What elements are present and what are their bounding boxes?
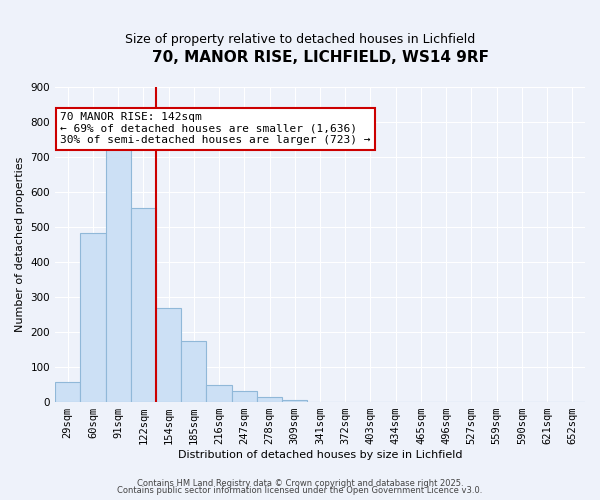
Title: 70, MANOR RISE, LICHFIELD, WS14 9RF: 70, MANOR RISE, LICHFIELD, WS14 9RF xyxy=(152,50,488,65)
Text: Contains public sector information licensed under the Open Government Licence v3: Contains public sector information licen… xyxy=(118,486,482,495)
Bar xyxy=(206,386,232,402)
Text: Contains HM Land Registry data © Crown copyright and database right 2025.: Contains HM Land Registry data © Crown c… xyxy=(137,478,463,488)
Bar xyxy=(257,397,282,402)
Bar xyxy=(181,341,206,402)
Text: 70 MANOR RISE: 142sqm
← 69% of detached houses are smaller (1,636)
30% of semi-d: 70 MANOR RISE: 142sqm ← 69% of detached … xyxy=(61,112,371,146)
X-axis label: Distribution of detached houses by size in Lichfield: Distribution of detached houses by size … xyxy=(178,450,462,460)
Bar xyxy=(80,233,106,402)
Bar xyxy=(55,382,80,402)
Y-axis label: Number of detached properties: Number of detached properties xyxy=(15,157,25,332)
Bar xyxy=(131,208,156,402)
Bar xyxy=(156,308,181,402)
Bar xyxy=(282,400,307,402)
Bar xyxy=(106,146,131,402)
Text: Size of property relative to detached houses in Lichfield: Size of property relative to detached ho… xyxy=(125,32,475,46)
Bar xyxy=(232,391,257,402)
